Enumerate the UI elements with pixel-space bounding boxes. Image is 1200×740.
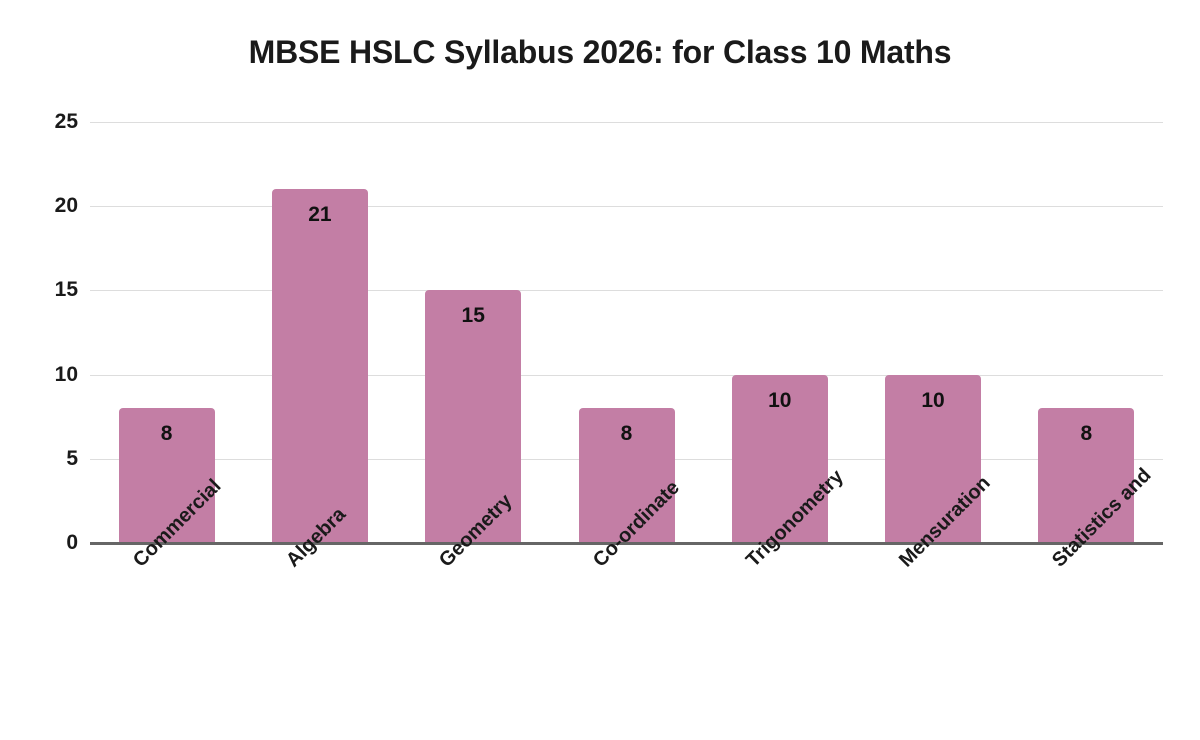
gridline bbox=[90, 290, 1163, 292]
bar[interactable]: 8 bbox=[578, 408, 675, 543]
bar-value-label: 10 bbox=[921, 388, 945, 412]
y-tick-label: 20 bbox=[54, 194, 78, 218]
chart-title: MBSE HSLC Syllabus 2026: for Class 10 Ma… bbox=[248, 34, 952, 70]
bar[interactable]: 15 bbox=[425, 290, 522, 543]
bar[interactable]: 10 bbox=[731, 374, 828, 543]
gridline bbox=[90, 122, 1163, 123]
bar-value-label: 8 bbox=[620, 422, 633, 446]
y-tick-label: 0 bbox=[66, 531, 78, 554]
bar[interactable]: 8 bbox=[118, 408, 215, 543]
bar-value-label: 10 bbox=[768, 388, 792, 412]
y-tick-label: 10 bbox=[54, 362, 78, 386]
gridline bbox=[90, 374, 1163, 376]
bar-value-label: 21 bbox=[308, 203, 332, 227]
plot-area: 8 21 15 8 10 10 8 bbox=[90, 122, 1163, 543]
bar[interactable]: 21 bbox=[271, 189, 368, 543]
y-tick-label: 15 bbox=[54, 278, 78, 302]
bar[interactable]: 8 bbox=[1038, 408, 1135, 543]
bar-value-label: 8 bbox=[1080, 422, 1093, 446]
x-axis-line bbox=[90, 542, 1163, 545]
gridline bbox=[90, 206, 1163, 208]
bar[interactable]: 10 bbox=[885, 374, 982, 543]
y-tick-label: 5 bbox=[66, 446, 78, 470]
bar-value-label: 15 bbox=[461, 304, 485, 328]
y-tick-label: 25 bbox=[54, 110, 78, 133]
bar-value-label: 8 bbox=[160, 422, 173, 446]
